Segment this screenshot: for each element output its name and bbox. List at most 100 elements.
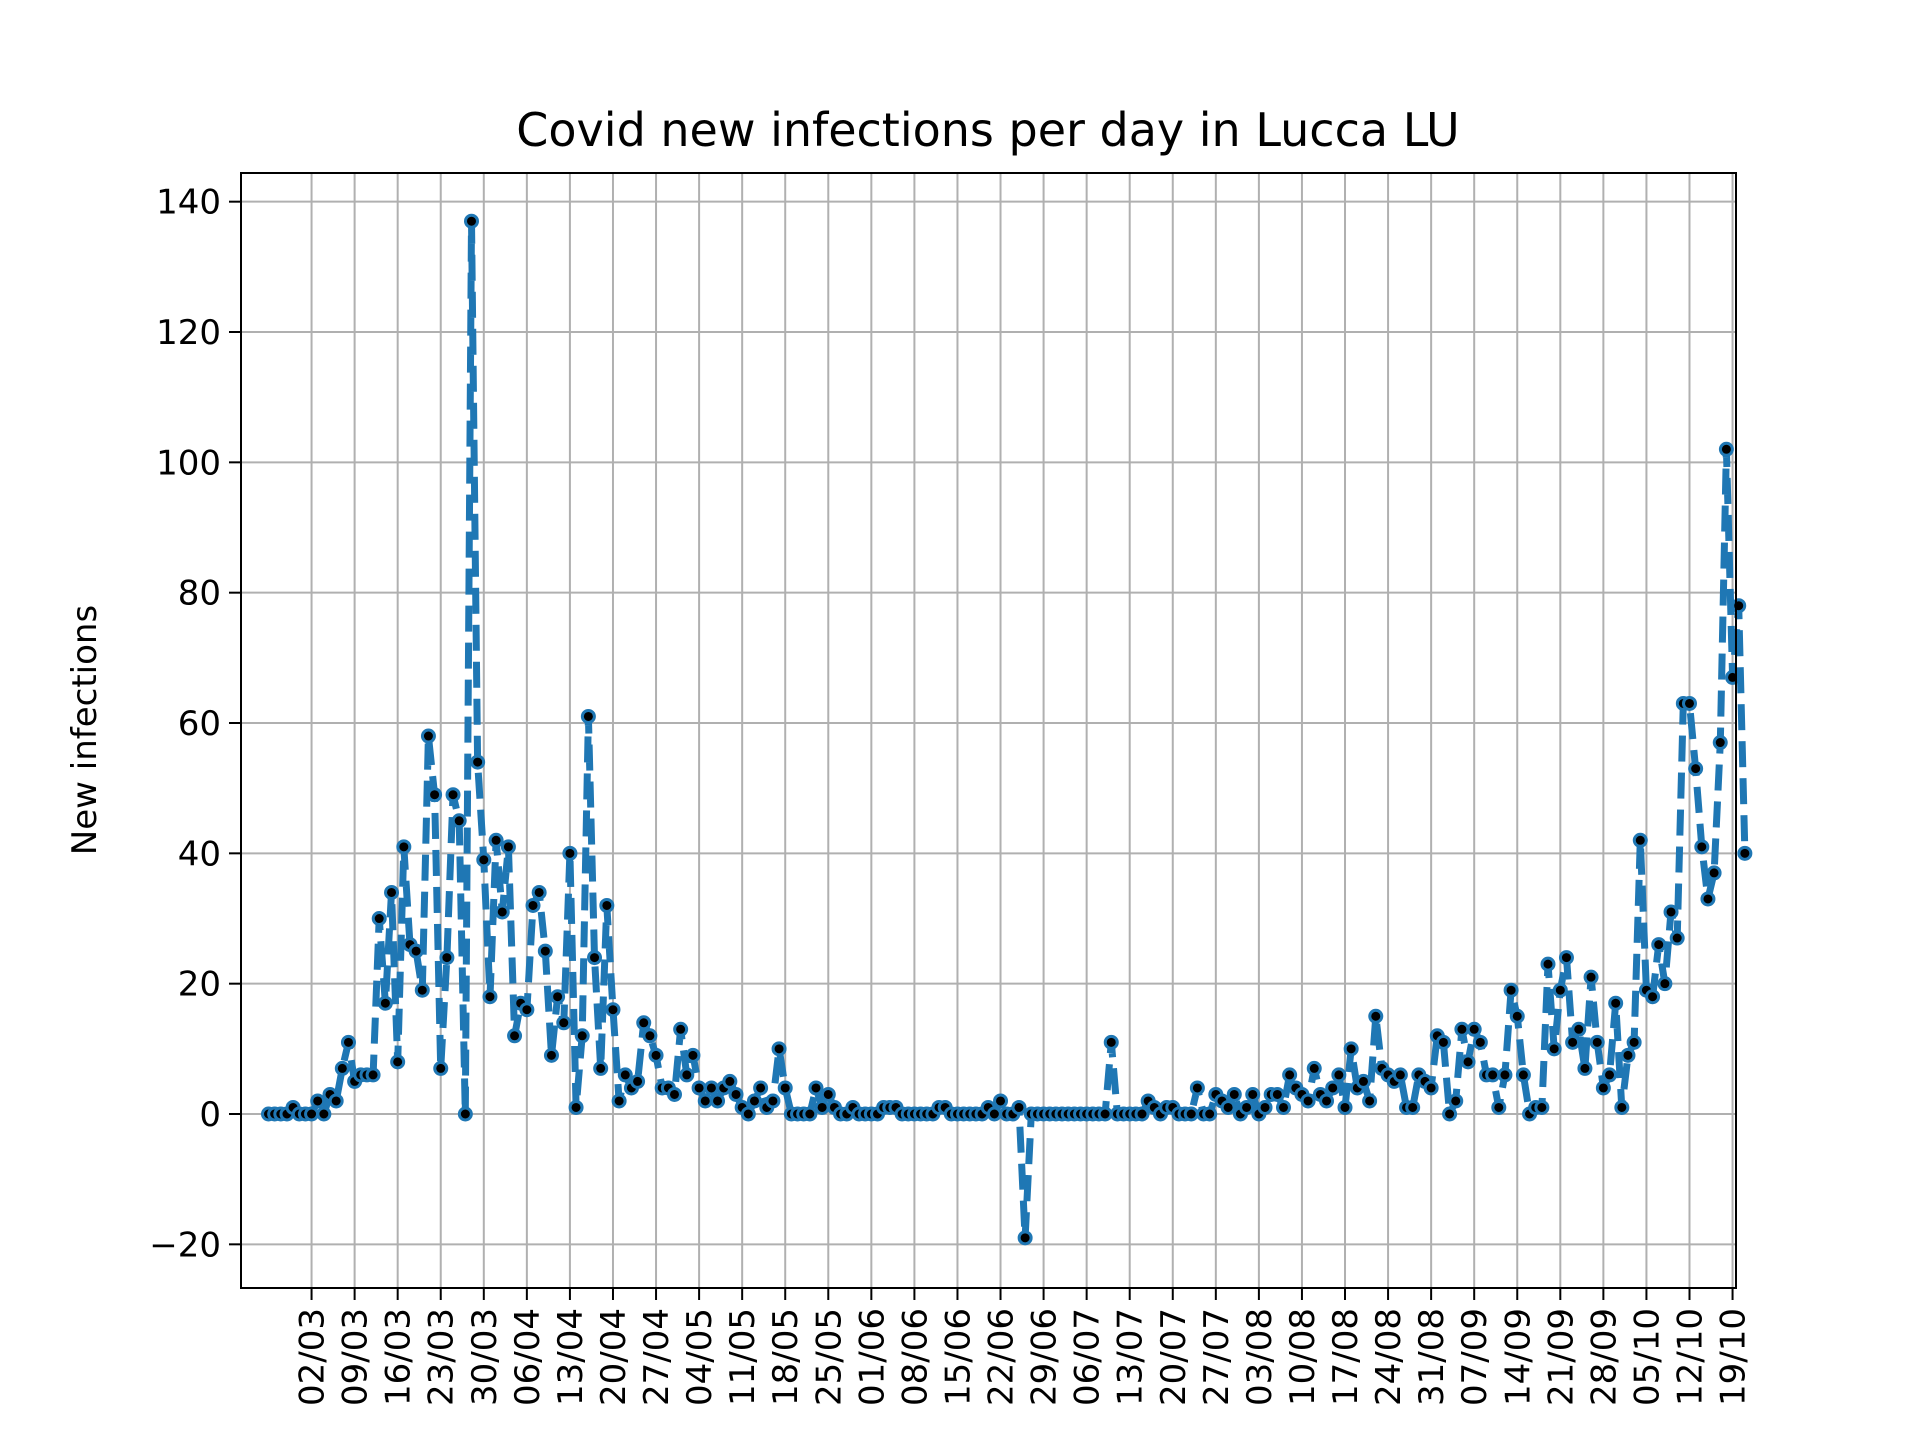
x-tick-label: 20/07 xyxy=(1154,1308,1194,1406)
x-tick-label: 14/09 xyxy=(1498,1308,1538,1406)
data-point xyxy=(1645,989,1661,1005)
y-axis-label: New infections xyxy=(65,605,105,855)
x-tick-label: 30/03 xyxy=(465,1308,505,1406)
data-point xyxy=(685,1047,701,1063)
y-tick-label: 40 xyxy=(178,834,221,874)
data-point xyxy=(543,1047,559,1063)
data-point xyxy=(1011,1099,1027,1115)
data-point xyxy=(316,1106,332,1122)
x-tick-label: 12/10 xyxy=(1670,1308,1710,1406)
data-point xyxy=(1325,1080,1341,1096)
data-point xyxy=(519,1002,535,1018)
data-point xyxy=(1355,1073,1371,1089)
data-point xyxy=(1485,1067,1501,1083)
data-point xyxy=(1097,1106,1113,1122)
data-point xyxy=(814,1099,830,1115)
data-point xyxy=(986,1106,1002,1122)
data-point xyxy=(1275,1099,1291,1115)
data-point xyxy=(1558,950,1574,966)
data-point xyxy=(1282,1067,1298,1083)
data-point xyxy=(580,708,596,724)
data-point xyxy=(710,1093,726,1109)
x-tick-label: 05/10 xyxy=(1627,1308,1667,1406)
data-point xyxy=(451,813,467,829)
data-point xyxy=(587,950,603,966)
data-point xyxy=(611,1093,627,1109)
chart-title: Covid new infections per day in Lucca LU xyxy=(516,103,1459,157)
data-point xyxy=(439,950,455,966)
data-point xyxy=(1589,1034,1605,1050)
data-point xyxy=(574,1028,590,1044)
data-point xyxy=(1220,1099,1236,1115)
data-point xyxy=(1565,1034,1581,1050)
x-tick-label: 21/09 xyxy=(1541,1308,1581,1406)
x-tick-label: 28/09 xyxy=(1584,1308,1624,1406)
data-point xyxy=(605,1002,621,1018)
data-point xyxy=(550,989,566,1005)
data-point xyxy=(1239,1099,1255,1115)
data-point xyxy=(728,1086,744,1102)
data-point xyxy=(1503,982,1519,998)
data-point xyxy=(476,852,492,868)
data-point xyxy=(599,897,615,913)
data-point xyxy=(1454,1021,1470,1037)
data-point xyxy=(1546,1041,1562,1057)
data-point xyxy=(1368,1008,1384,1024)
x-tick-label: 08/06 xyxy=(895,1308,935,1406)
data-point xyxy=(1614,1099,1630,1115)
data-point xyxy=(1571,1021,1587,1037)
data-point xyxy=(1688,761,1704,777)
data-point xyxy=(1497,1067,1513,1083)
data-point xyxy=(746,1093,762,1109)
data-point xyxy=(777,1080,793,1096)
data-point xyxy=(396,839,412,855)
data-point xyxy=(1134,1106,1150,1122)
data-point xyxy=(1694,839,1710,855)
data-series xyxy=(260,213,1753,1246)
data-point xyxy=(993,1093,1009,1109)
data-point xyxy=(765,1093,781,1109)
data-point xyxy=(679,1067,695,1083)
x-tick-label: 18/05 xyxy=(766,1308,806,1406)
y-tick-label: 140 xyxy=(156,183,221,223)
data-point xyxy=(636,1015,652,1031)
y-tick-label: 0 xyxy=(199,1095,221,1135)
data-point xyxy=(1712,735,1728,751)
data-point xyxy=(445,787,461,803)
data-point xyxy=(740,1106,756,1122)
data-point xyxy=(1466,1021,1482,1037)
data-point xyxy=(617,1067,633,1083)
x-tick-label: 11/05 xyxy=(723,1308,763,1406)
data-point xyxy=(433,1060,449,1076)
data-point xyxy=(494,904,510,920)
data-point xyxy=(1423,1080,1439,1096)
y-tick-label: −20 xyxy=(149,1225,221,1265)
data-point xyxy=(1657,976,1673,992)
data-point xyxy=(642,1028,658,1044)
data-point xyxy=(377,995,393,1011)
data-point xyxy=(457,1106,473,1122)
x-tick-label: 20/04 xyxy=(594,1308,634,1406)
y-axis: −20 0 20 40 60 80 100 120 140 xyxy=(149,183,241,1265)
x-tick-label: 06/04 xyxy=(508,1308,548,1406)
data-point xyxy=(1189,1080,1205,1096)
x-tick-label: 07/09 xyxy=(1455,1308,1495,1406)
x-tick-label: 02/03 xyxy=(293,1308,333,1406)
data-point xyxy=(463,213,479,229)
data-point xyxy=(1515,1067,1531,1083)
data-point xyxy=(427,787,443,803)
data-point xyxy=(1405,1099,1421,1115)
data-point xyxy=(1472,1034,1488,1050)
data-point xyxy=(562,845,578,861)
data-point xyxy=(1226,1086,1242,1102)
data-point xyxy=(507,1028,523,1044)
data-point xyxy=(666,1086,682,1102)
data-point xyxy=(1663,904,1679,920)
x-tick-label: 27/04 xyxy=(637,1308,677,1406)
x-tick-label: 10/08 xyxy=(1283,1308,1323,1406)
data-point xyxy=(537,943,553,959)
data-point xyxy=(1681,695,1697,711)
data-point xyxy=(334,1060,350,1076)
x-tick-label: 13/04 xyxy=(551,1308,591,1406)
